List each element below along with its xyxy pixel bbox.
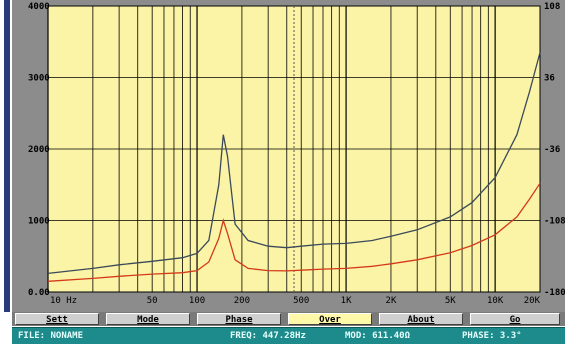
plot-frame: 4000 3000 2000 1000 0.00 108 36 -36 -108 -180 10 H… [12, 0, 565, 312]
y-right-tick-label: -180 [544, 288, 565, 298]
y-left-tick-label: 2000 [28, 145, 50, 155]
button-row: Sett Mode Phase Over About Go [12, 312, 565, 326]
impedance-chart: 4000 3000 2000 1000 0.00 108 36 -36 -108 -180 10 H… [28, 2, 565, 306]
y-left-tick-label: 1000 [28, 217, 50, 227]
go-button[interactable]: Go [470, 313, 560, 325]
status-bar: FILE: NONAME FREQ: 447.28Hz MOD: 611.40Ω… [12, 327, 565, 344]
x-tick-label: 1K [341, 296, 352, 306]
sett-button[interactable]: Sett [15, 313, 99, 325]
x-tick-label: 20K [524, 296, 541, 306]
y-left-tick-label: 0.00 [28, 288, 50, 298]
x-tick-label: 5K [445, 296, 456, 306]
left-edge-bar [4, 0, 10, 312]
magnitude-line [47, 52, 541, 275]
y-right-tick-label: -108 [544, 217, 565, 227]
x-tick-label: 10 Hz [50, 296, 77, 306]
x-tick-label: 100 [189, 296, 205, 306]
x-tick-label: 200 [234, 296, 250, 306]
x-tick-label: 10K [487, 296, 504, 306]
status-file: FILE: NONAME [18, 331, 84, 341]
y-right-tick-label: 36 [544, 74, 555, 84]
y-left-tick-label: 4000 [28, 2, 50, 12]
secondary-line [47, 182, 541, 282]
phase-button[interactable]: Phase [197, 313, 281, 325]
status-mod: MOD: 611.40Ω [345, 331, 411, 341]
x-tick-label: 500 [293, 296, 309, 306]
mode-button[interactable]: Mode [106, 313, 190, 325]
status-phase: PHASE: 3.3° [462, 331, 522, 341]
over-button[interactable]: Over [288, 313, 372, 325]
y-right-tick-label: -36 [544, 145, 560, 155]
y-left-tick-label: 3000 [28, 74, 50, 84]
status-freq: FREQ: 447.28Hz [230, 331, 306, 341]
x-tick-label: 2K [386, 296, 397, 306]
y-right-tick-label: 108 [544, 2, 560, 12]
x-tick-label: 50 [147, 296, 158, 306]
about-button[interactable]: About [379, 313, 463, 325]
